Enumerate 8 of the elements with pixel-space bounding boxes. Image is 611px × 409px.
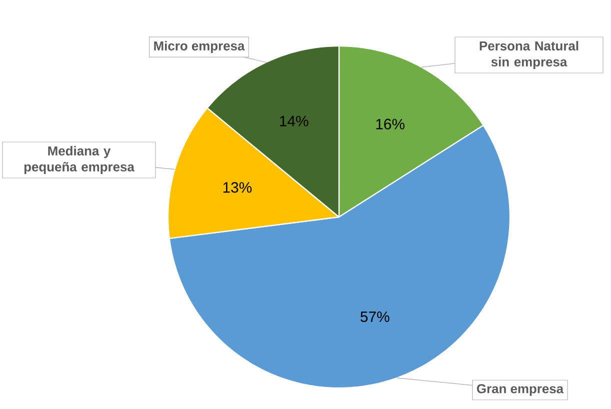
slice-label: Mediana y pequeña empresa [24, 146, 134, 174]
data-label: 13% [223, 182, 252, 193]
slice-label: Micro empresa [154, 40, 245, 54]
data-label: 16% [376, 118, 404, 130]
data-label: 57% [360, 312, 390, 322]
slice-label: Persona Natural sin empresa [480, 40, 578, 70]
slice-label: Gran empresa [476, 384, 564, 396]
data-label: 14% [280, 116, 308, 126]
